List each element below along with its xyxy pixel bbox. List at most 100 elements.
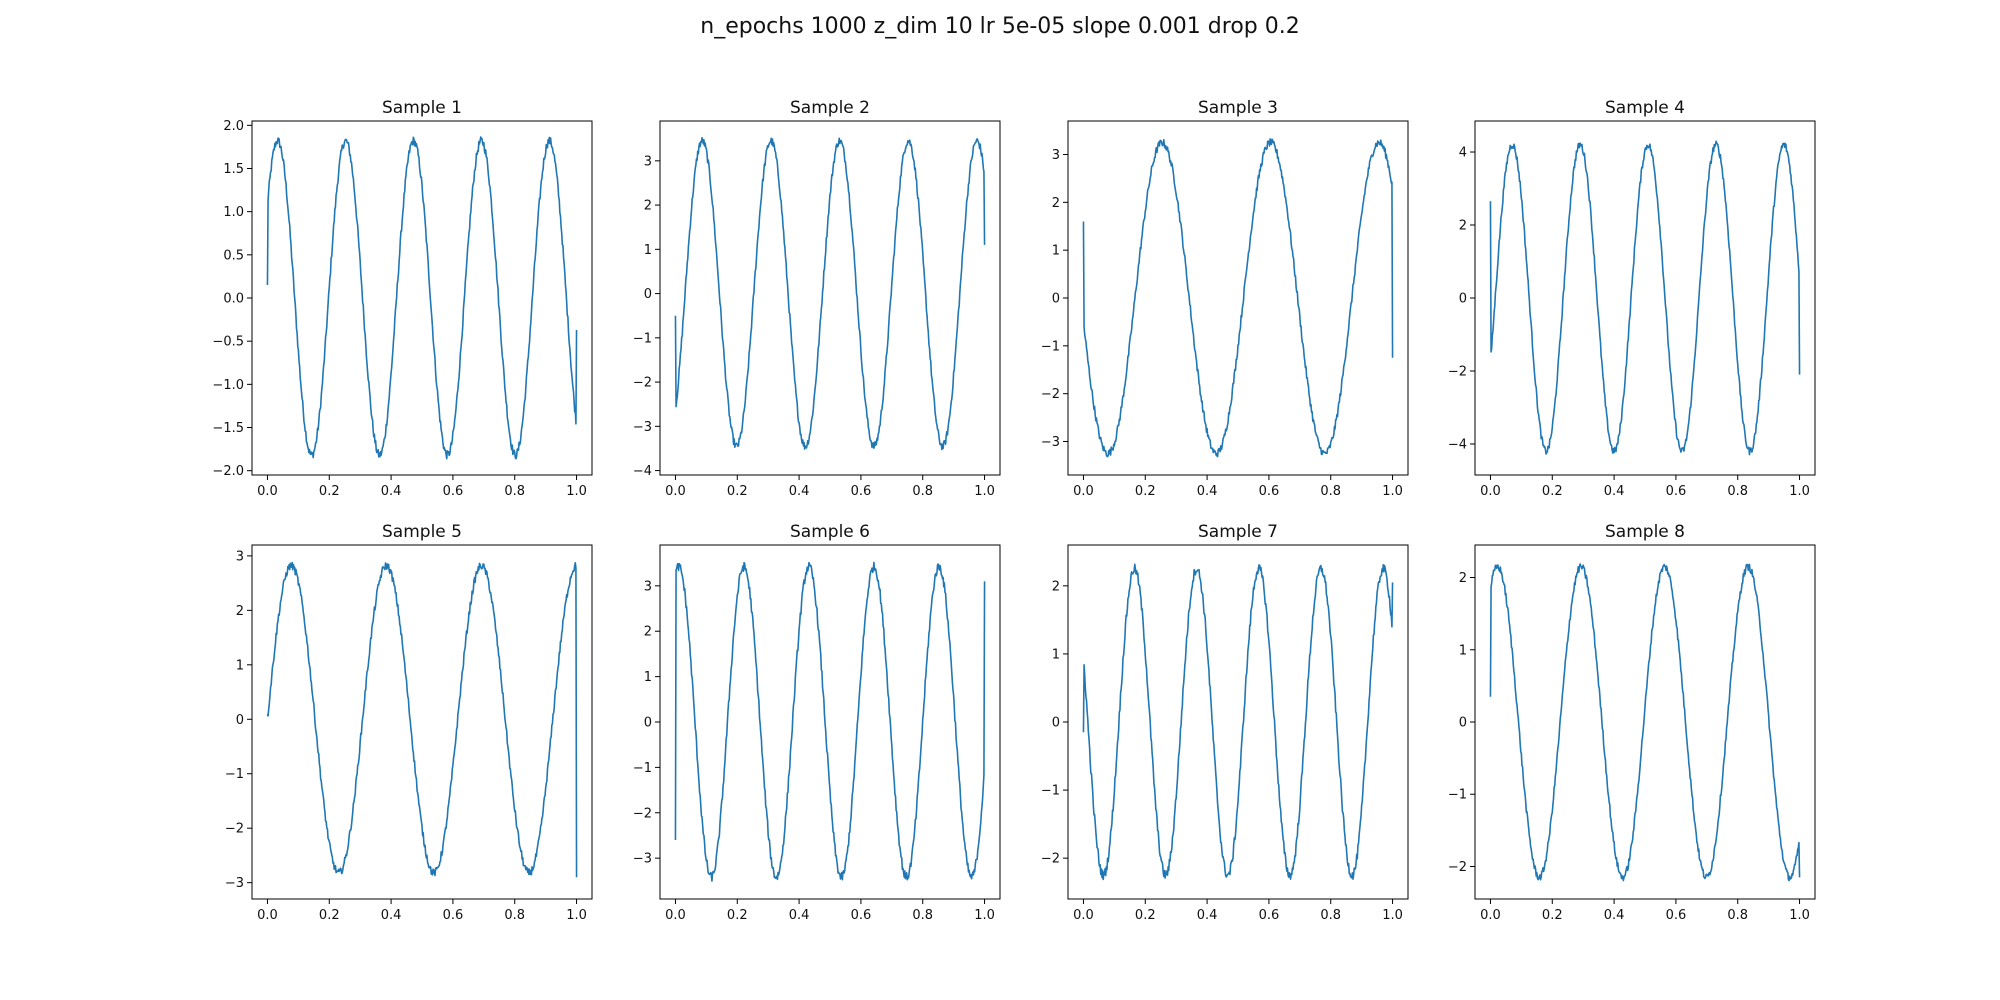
y-tick-label: 2 [1052,196,1060,211]
x-tick-label: 0.8 [1727,908,1748,923]
axes-frame [659,544,1001,900]
y-tick-label: 2 [1052,579,1060,594]
y-tick-label: 3 [644,154,652,169]
y-tick-label: 1.5 [223,162,244,177]
subplot-1: Sample 1 0.0 0.2 0.4 0.6 0.8 1.0 −2.0 −1.5 −1.0 −0… [212,98,593,499]
y-tick-label: −3 [633,420,652,435]
subplot-8: Sample 8 0.0 0.2 0.4 0.6 0.8 1.0 −2 −1 0 1 2 [1448,522,1816,923]
x-tick-label: 0.4 [381,908,402,923]
x-tick-label: 0.6 [1666,484,1687,499]
x-tick-label: 0.2 [1542,484,1563,499]
x-tick-label: 0.8 [912,908,933,923]
x-tick-label: 0.4 [1197,908,1218,923]
y-tick-label: 0 [1052,292,1060,307]
x-tick-label: 0.0 [1480,908,1501,923]
y-tick-label: 1 [644,243,652,258]
series-line [266,561,578,878]
x-tick-label: 1.0 [1382,484,1403,499]
x-tick-label: 0.6 [1259,484,1280,499]
x-tick-label: 0.0 [257,908,278,923]
axes-frame [659,120,1001,476]
y-tick-label: −4 [1448,437,1467,452]
y-tick-label: 0.5 [223,248,244,263]
x-tick-label: 0.8 [504,908,525,923]
series-line [1082,563,1394,881]
y-tick-label: −1 [225,767,244,782]
y-tick-label: −1 [633,761,652,776]
y-tick-label: 3 [1052,148,1060,163]
y-tick-label: −2 [633,806,652,821]
x-tick-label: 0.6 [1666,908,1687,923]
subplot-title: Sample 7 [1198,522,1278,542]
y-tick-label: −2 [1448,364,1467,379]
subplot-2: Sample 2 0.0 0.2 0.4 0.6 0.8 1.0 −4 −3 −2 −1 0 1 2 3 [633,98,1001,499]
subplot-5: Sample 5 0.0 0.2 0.4 0.6 0.8 1.0 −3 −2 −1 0 1 2 3 [225,522,593,923]
y-tick-label: 4 [1459,146,1467,161]
x-tick-label: 0.6 [1259,908,1280,923]
figure-title: n_epochs 1000 z_dim 10 lr 5e-05 slope 0.… [700,14,1300,39]
x-tick-label: 1.0 [566,484,587,499]
x-tick-label: 1.0 [974,908,995,923]
x-tick-label: 0.6 [851,484,872,499]
x-tick-label: 0.4 [1604,908,1625,923]
x-tick-label: 0.0 [665,908,686,923]
x-tick-label: 0.4 [381,484,402,499]
y-tick-label: −0.5 [212,335,244,350]
series-line [1082,138,1394,458]
x-tick-label: 1.0 [1789,908,1810,923]
x-tick-label: 0.2 [319,908,340,923]
y-tick-label: −2.0 [212,464,244,479]
y-tick-label: 2 [236,604,244,619]
x-tick-label: 0.8 [504,484,525,499]
x-tick-label: 0.6 [851,908,872,923]
x-tick-label: 0.2 [727,908,748,923]
subplot-title: Sample 4 [1605,98,1685,118]
y-tick-label: −3 [225,876,244,891]
series-line [674,561,986,882]
x-tick-label: 1.0 [1382,908,1403,923]
y-tick-label: 2 [644,199,652,214]
y-tick-label: −2 [1041,387,1060,402]
x-tick-label: 0.2 [1135,908,1156,923]
series-line [674,137,986,451]
y-tick-label: −1 [1448,788,1467,803]
subplot-title: Sample 5 [382,522,462,542]
x-tick-label: 0.4 [789,484,810,499]
y-tick-label: 0.0 [223,292,244,307]
x-tick-label: 0.6 [443,908,464,923]
y-tick-label: 1 [1459,643,1467,658]
subplot-title: Sample 3 [1198,98,1278,118]
y-tick-label: −1 [1041,339,1060,354]
y-tick-label: 0 [1052,716,1060,731]
y-tick-label: −1.5 [212,421,244,436]
x-tick-label: 0.0 [1480,484,1501,499]
y-tick-label: 0 [1459,716,1467,731]
y-tick-label: 1 [644,670,652,685]
y-tick-label: 0 [644,287,652,302]
y-tick-label: 2 [644,625,652,640]
x-tick-label: 1.0 [1789,484,1810,499]
x-tick-label: 0.2 [1135,484,1156,499]
x-tick-label: 0.0 [1073,908,1094,923]
y-tick-label: −2 [1041,852,1060,867]
x-tick-label: 0.4 [1197,484,1218,499]
x-tick-label: 0.2 [1542,908,1563,923]
subplot-title: Sample 1 [382,98,462,118]
subplot-title: Sample 6 [790,522,870,542]
y-tick-label: 3 [236,549,244,564]
y-tick-label: 1.0 [223,205,244,220]
subplot-title: Sample 8 [1605,522,1685,542]
y-tick-label: −4 [633,464,652,479]
x-tick-label: 0.4 [789,908,810,923]
y-tick-label: 0 [644,716,652,731]
y-tick-label: 0 [236,713,244,728]
y-tick-label: 1 [236,658,244,673]
subplot-title: Sample 2 [790,98,870,118]
axes-frame [1474,544,1816,900]
x-tick-label: 1.0 [974,484,995,499]
y-tick-label: −3 [1041,435,1060,450]
x-tick-label: 0.0 [1073,484,1094,499]
y-tick-label: −1.0 [212,378,244,393]
subplot-6: Sample 6 0.0 0.2 0.4 0.6 0.8 1.0 −3 −2 −1 0 1 2 3 [633,522,1001,923]
